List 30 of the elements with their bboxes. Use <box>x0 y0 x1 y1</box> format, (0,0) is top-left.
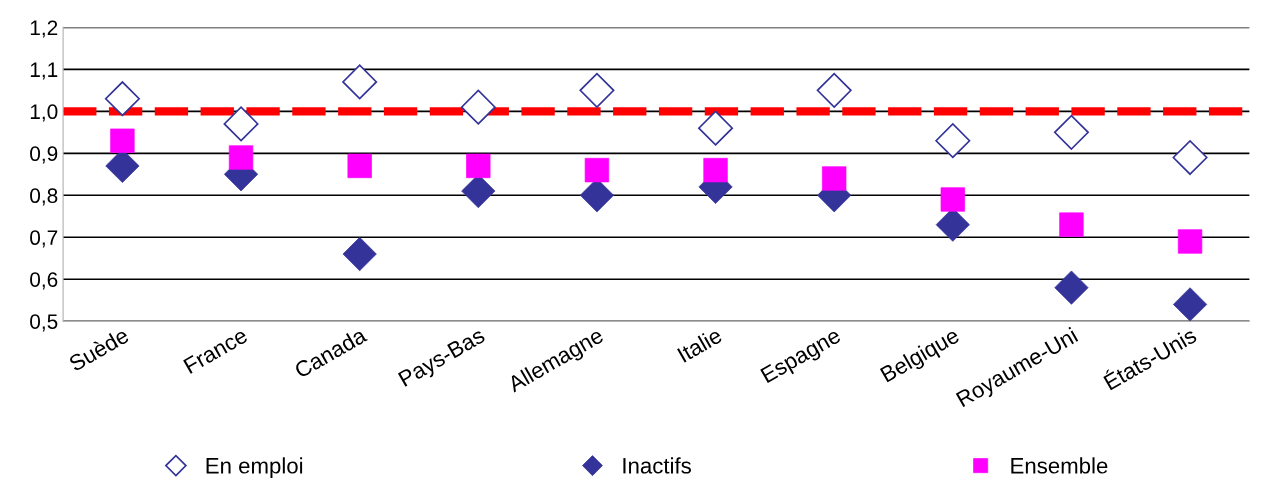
point <box>223 106 259 142</box>
point <box>104 81 140 117</box>
legend-label: En emploi <box>206 457 303 478</box>
point <box>822 166 847 191</box>
y-tick-label: 1,2 <box>30 20 58 38</box>
point <box>342 64 378 100</box>
legend-label: Inactifs <box>623 457 691 474</box>
point <box>1054 270 1089 305</box>
point <box>935 123 971 159</box>
point <box>1053 114 1089 150</box>
legend-label: Ensemble <box>1011 457 1108 474</box>
x-tick-label: Italie <box>676 326 723 363</box>
point <box>584 157 610 183</box>
point <box>460 89 496 125</box>
point <box>579 72 615 108</box>
y-tick-label: 0,7 <box>30 230 58 248</box>
point <box>698 110 734 146</box>
y-tick-label: 0,9 <box>30 146 58 164</box>
y-tick-label: 0,6 <box>30 272 58 290</box>
y-tick-label: 1,0 <box>30 104 58 122</box>
point <box>1059 212 1084 237</box>
point <box>816 72 852 108</box>
y-tick-label: 0,8 <box>30 188 58 206</box>
point <box>347 153 372 179</box>
point <box>1172 139 1208 176</box>
y-tick-label: 1,1 <box>30 62 58 80</box>
point <box>466 153 491 179</box>
point <box>110 128 135 153</box>
y-tick-label: 0,5 <box>30 314 58 332</box>
point <box>703 157 728 183</box>
